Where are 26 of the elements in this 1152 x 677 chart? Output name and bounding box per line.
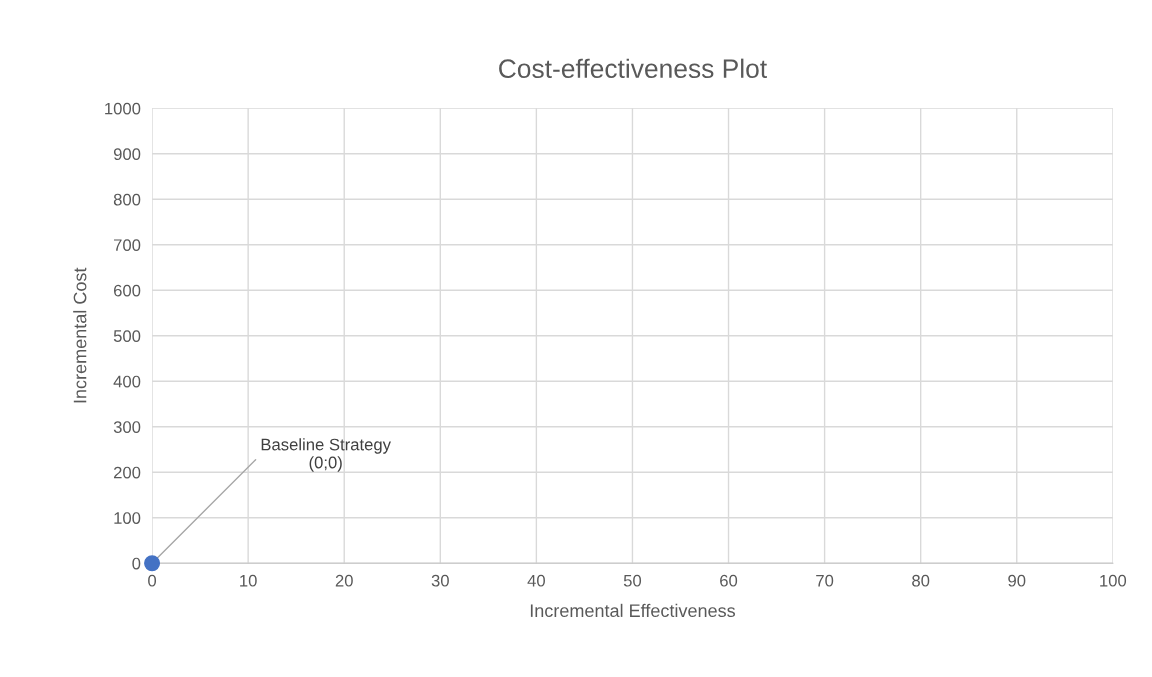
y-tick-label: 700 [114,239,141,252]
x-tick-label: 20 [335,574,353,587]
y-tick-label: 600 [113,284,141,297]
x-tick-label: 50 [623,574,642,587]
y-tick-label: 200 [113,466,141,479]
y-tick-label: 300 [113,421,141,433]
x-tick-label: 40 [527,574,545,587]
y-axis-title: Incremental Cost [73,267,87,403]
y-tick-label: 0 [132,557,141,570]
x-tick-label: 30 [431,574,449,587]
x-tick-label: 90 [1008,574,1026,587]
x-axis-title: Incremental Effectiveness [530,603,736,618]
y-tick-label: 400 [113,375,141,388]
y-tick-label: 100 [114,512,141,524]
y-tick-label: 500 [113,330,141,342]
y-tick-label: 800 [113,193,141,206]
x-tick-label: 60 [720,574,738,587]
x-tick-label: 10 [240,574,257,587]
x-tick-label: 100 [1100,574,1127,587]
x-tick-label: 0 [148,574,157,587]
y-tick-label: 1000 [105,102,141,115]
chart-title: Cost-effectiveness Plot [499,58,767,79]
x-tick-label: 80 [912,574,930,587]
x-tick-label: 70 [816,574,834,587]
y-tick-label: 900 [113,148,141,161]
annotation: Baseline Strategy (0;0) [261,438,391,472]
